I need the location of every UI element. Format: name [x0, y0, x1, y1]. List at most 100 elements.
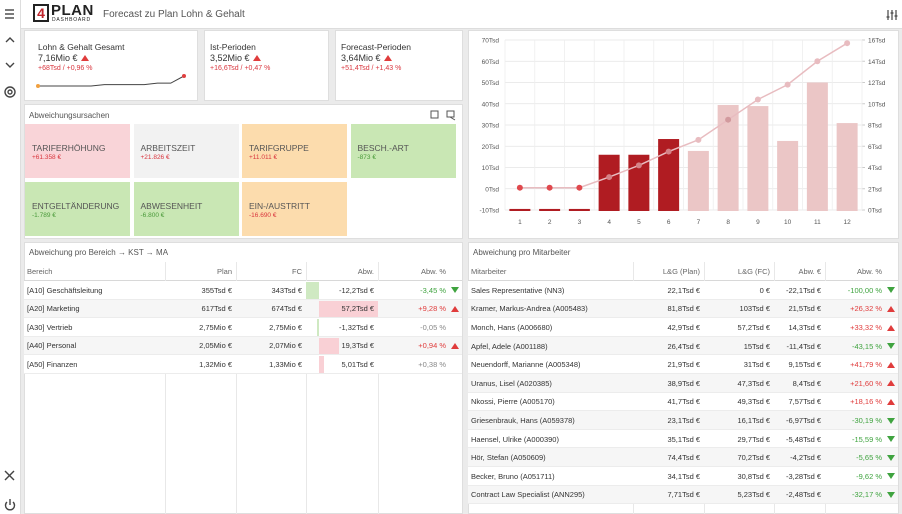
line-point — [754, 96, 761, 103]
table-cell[interactable]: Becker, Bruno (A051711) — [471, 471, 555, 481]
table-cell: -11,4Tsd € — [786, 341, 821, 351]
power-button[interactable] — [4, 499, 16, 511]
trend-down-icon — [887, 491, 895, 498]
cause-value: +11.011 € — [249, 154, 278, 161]
table-cell: -22,1Tsd € — [785, 285, 821, 295]
cause-tile[interactable]: TARIFERHÖHUNG +61.358 € — [25, 124, 130, 178]
y-tick-label: 60Tsd — [482, 59, 500, 66]
x-tick-label: 2 — [548, 219, 552, 226]
table-cell[interactable]: Griesenbrauk, Hans (A059378) — [471, 416, 575, 425]
table-row — [468, 355, 898, 374]
trend-down-icon — [887, 454, 895, 461]
y-tick-label: -10Tsd — [479, 208, 499, 215]
table-row — [468, 392, 898, 412]
table-cell[interactable]: Kramer, Markus-Andrea (A005483) — [471, 304, 588, 314]
y-tick-label: 50Tsd — [482, 80, 500, 87]
cause-tile[interactable]: ABWESENHEIT -6.800 € — [133, 182, 239, 236]
tools-button[interactable] — [4, 470, 15, 481]
bar — [777, 140, 799, 211]
deviation-bar — [317, 319, 319, 336]
trend-up-icon — [384, 55, 392, 61]
table-cell[interactable]: Sales Representative (NN3) — [471, 285, 565, 295]
trend-down-icon — [887, 343, 895, 350]
x-tick-label: 7 — [697, 219, 701, 226]
table-row — [468, 299, 898, 319]
y2-tick-label: 6Tsd — [868, 144, 882, 151]
table-cell: 7,57Tsd € — [788, 397, 821, 407]
table-row — [24, 336, 462, 355]
bar — [687, 150, 709, 211]
table-cell: 2,05Mio € — [199, 341, 232, 351]
table-cell: 21,5Tsd € — [788, 304, 821, 314]
cause-label: ABWESENHEIT — [140, 201, 203, 211]
cause-tile[interactable]: TARIFGRUPPE +11.011 € — [242, 124, 347, 178]
cause-tile[interactable]: BESCH.-ART -873 € — [350, 124, 456, 178]
line-point — [725, 116, 732, 123]
trend-down-icon — [451, 287, 459, 294]
table-cell: +33,32 % — [850, 323, 882, 332]
column-divider — [306, 262, 307, 514]
kpi-delta: +51,4Tsd / +1,43 % — [341, 65, 402, 72]
logo-subtitle: DASHBOARD — [52, 17, 91, 23]
table-cell: 38,9Tsd € — [667, 378, 700, 388]
table-cell: 41,7Tsd € — [667, 397, 700, 407]
table-cell: -5,48Tsd € — [785, 434, 821, 444]
kpi-card[interactable] — [204, 30, 329, 101]
table-cell[interactable]: Neuendorff, Marianne (A005348) — [471, 360, 581, 370]
bar — [628, 154, 650, 211]
deviation-bar — [318, 356, 324, 373]
table-cell: -1,32Tsd € — [338, 322, 374, 332]
table-cell[interactable]: [A10] Geschäftsleitung — [27, 285, 103, 295]
table-cell: -100,00 % — [847, 285, 882, 295]
table-cell[interactable]: Nkossi, Pierre (A005170) — [471, 397, 555, 407]
table-row — [468, 429, 898, 449]
target-button[interactable] — [4, 86, 16, 98]
table-cell[interactable]: [A40] Personal — [27, 341, 77, 351]
table-cell: -32,17 % — [851, 490, 882, 500]
table-cell: 30,8Tsd € — [737, 471, 770, 481]
cause-value: -16.690 € — [249, 212, 277, 219]
cause-tile[interactable]: ENTGELTÄNDERUNG -1.789 € — [25, 182, 130, 236]
table-cell: -3,45 % — [420, 285, 446, 295]
kpi-label: Lohn & Gehalt Gesamt — [38, 42, 125, 52]
panel-actions[interactable] — [429, 109, 459, 121]
settings-button[interactable] — [885, 8, 899, 22]
table-cell[interactable]: [A20] Marketing — [27, 304, 80, 314]
scroll-down-button[interactable] — [5, 62, 15, 68]
table-cell: 23,1Tsd € — [667, 416, 700, 425]
table-cell: -15,59 % — [851, 434, 882, 444]
y2-tick-label: 16Tsd — [868, 38, 886, 45]
table-cell[interactable]: [A30] Vertrieb — [27, 322, 73, 332]
scroll-up-button[interactable] — [5, 37, 15, 43]
table-cell[interactable]: [A50] Finanzen — [27, 359, 78, 369]
table-row — [468, 374, 898, 393]
cause-tile[interactable]: EIN-/AUSTRITT -16.690 € — [242, 182, 347, 236]
table-cell[interactable]: Monch, Hans (A006680) — [471, 323, 553, 332]
table-cell: +41,79 % — [850, 360, 882, 370]
sidebar-icons — [4, 9, 16, 511]
sparkline-point — [36, 84, 40, 88]
trend-up-icon — [887, 398, 895, 405]
table-cell: 14,3Tsd € — [788, 323, 821, 332]
table-cell[interactable]: Hör, Stefan (A050609) — [471, 453, 546, 463]
line-point — [516, 184, 523, 191]
table-cell: 16,1Tsd € — [737, 416, 770, 425]
kpi-card[interactable] — [24, 30, 198, 101]
kpi-card[interactable] — [335, 30, 463, 101]
table-cell[interactable]: Uranus, Lisel (A020385) — [471, 378, 552, 388]
table-cell: 2,75Mio € — [199, 322, 232, 332]
table-cell: 26,4Tsd € — [667, 341, 700, 351]
menu-button[interactable] — [5, 9, 14, 19]
column-header: Abw. % — [856, 267, 882, 276]
column-header: Plan — [216, 267, 232, 276]
table-cell: -2,48Tsd € — [785, 490, 821, 500]
column-divider — [378, 262, 379, 514]
table-cell: 674Tsd € — [271, 304, 302, 314]
table-cell[interactable]: Contract Law Specialist (ANN295) — [471, 490, 585, 500]
table-cell[interactable]: Haensel, Ulrike (A000390) — [471, 434, 559, 444]
panel-title: Abweichung pro Mitarbeiter — [473, 248, 571, 257]
cause-tile[interactable]: ARBEITSZEIT +21.826 € — [133, 124, 239, 178]
table-cell: 8,4Tsd € — [792, 378, 821, 388]
table-cell[interactable]: Apfel, Adele (A001188) — [471, 341, 548, 351]
column-divider — [236, 262, 237, 514]
